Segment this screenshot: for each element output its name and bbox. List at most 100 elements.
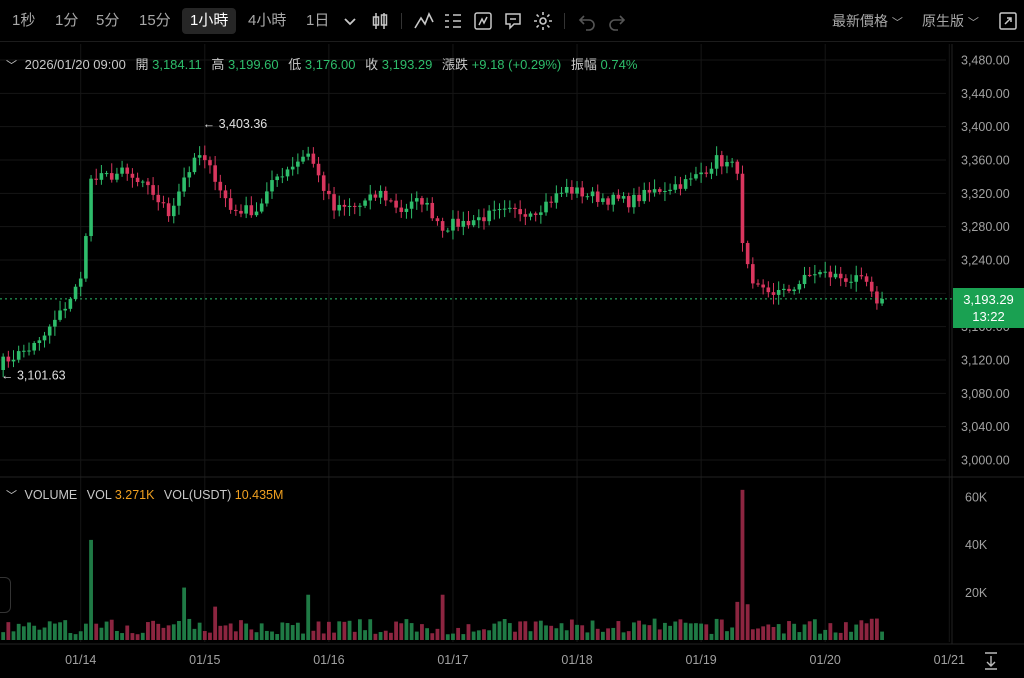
candle-body — [549, 201, 553, 203]
candles — [1, 145, 884, 378]
redo-icon[interactable] — [605, 9, 629, 33]
candle-body — [456, 218, 460, 227]
collapse-chevron-icon[interactable]: ﹀ — [6, 490, 17, 502]
candle-body — [585, 196, 590, 198]
candle-body — [104, 173, 109, 175]
date-tick-label: 01/16 — [313, 653, 344, 667]
timeframe-7[interactable]: 1日 — [306, 12, 330, 29]
candle-body — [694, 174, 698, 179]
volume-bar — [239, 620, 243, 640]
change-value: +9.18 (+0.29%) — [471, 57, 562, 72]
candle-body — [668, 189, 672, 192]
price-tick-label: 3,400.00 — [961, 120, 1010, 134]
volume-bar — [600, 631, 605, 640]
volume-bar — [47, 621, 52, 640]
candle-body — [394, 200, 398, 208]
volume-bar — [476, 630, 481, 640]
candle-body — [621, 196, 626, 199]
candle-body — [482, 217, 486, 222]
volume-bar — [414, 631, 419, 640]
volume-bar — [435, 628, 440, 640]
date-tick-label: 01/14 — [65, 653, 96, 667]
timeframe-5[interactable]: 1小時 — [182, 8, 237, 34]
candle-body — [751, 264, 755, 284]
candle-body — [414, 198, 419, 202]
volume-bar — [140, 632, 145, 640]
volume-bar — [342, 621, 347, 640]
close-value: 3,193.29 — [381, 57, 433, 72]
price-type-selector[interactable]: 最新價格 ﹀ — [832, 8, 903, 34]
candle-body — [466, 220, 471, 226]
volume-bar — [37, 629, 42, 640]
timeframe-1[interactable]: 1秒 — [12, 12, 36, 29]
volume-bar — [632, 622, 636, 640]
volume-bar — [218, 625, 223, 640]
candle-body — [47, 326, 52, 336]
candle-body — [632, 194, 636, 208]
volume-bar — [358, 619, 362, 640]
volume-tick-label: 20K — [965, 586, 988, 600]
timeframe-3[interactable]: 5分 — [96, 12, 120, 29]
candle-body — [135, 177, 140, 183]
candle-body — [673, 184, 678, 190]
candle-body — [399, 207, 404, 212]
price-type-label: 最新價格 — [832, 13, 888, 29]
low-value: 3,176.00 — [304, 57, 356, 72]
timeframe-2[interactable]: 1分 — [55, 12, 79, 29]
candle-body — [316, 163, 321, 176]
volume-bar — [802, 624, 807, 640]
settings-icon[interactable] — [531, 9, 555, 33]
volume-bar — [311, 630, 316, 640]
volume-bar — [109, 619, 114, 640]
candlestick-icon[interactable] — [368, 9, 392, 33]
chevron-down-icon[interactable] — [338, 9, 362, 33]
undo-icon[interactable] — [575, 9, 599, 33]
volume-bar — [6, 622, 11, 640]
volume-bar — [146, 622, 150, 640]
fullscreen-icon[interactable] — [996, 9, 1020, 33]
collapse-chevron-icon[interactable]: ﹀ — [6, 60, 17, 72]
volume-bar — [523, 621, 528, 640]
candle-body — [249, 205, 254, 216]
view-mode-selector[interactable]: 原生版 ﹀ — [922, 8, 979, 34]
candle-body — [570, 186, 574, 194]
volume-bar — [849, 631, 853, 640]
drawing-icon[interactable] — [471, 9, 495, 33]
timeframe-4[interactable]: 15分 — [139, 12, 171, 29]
amplitude-label: 振幅 — [570, 57, 597, 72]
candle-body — [89, 178, 93, 237]
volume-bar — [326, 621, 331, 640]
candle-body — [709, 168, 714, 174]
candle-body — [125, 167, 130, 174]
compare-icon[interactable] — [501, 9, 525, 33]
candle-body — [115, 173, 119, 180]
list-icon[interactable] — [441, 9, 465, 33]
candle-body — [771, 292, 776, 295]
volume-bar — [833, 632, 838, 640]
volume-bar — [471, 631, 476, 640]
candle-body — [259, 203, 264, 212]
timeframe-6[interactable]: 4小時 — [248, 12, 287, 29]
date-tick-label: 01/20 — [810, 653, 841, 667]
volume-bar — [880, 631, 884, 640]
volume-bar — [321, 633, 326, 640]
indicator-icon[interactable] — [412, 9, 436, 33]
scroll-to-latest-icon[interactable] — [985, 652, 997, 670]
candle-body — [68, 298, 73, 309]
candle-body — [704, 172, 709, 174]
candle-body — [306, 153, 310, 157]
volume-bar — [73, 634, 78, 640]
volume-bar — [812, 619, 817, 640]
candle-body — [792, 289, 796, 292]
volume-bar — [166, 625, 171, 640]
candle-body — [53, 319, 57, 327]
side-panel-handle[interactable] — [0, 577, 11, 613]
close-label: 收 — [365, 57, 379, 72]
candle-body — [146, 181, 150, 186]
candle-body — [409, 201, 414, 209]
volume-bar — [420, 624, 424, 640]
volume-bar — [461, 634, 466, 640]
candle-body — [254, 211, 259, 216]
volume-bar — [347, 620, 352, 640]
